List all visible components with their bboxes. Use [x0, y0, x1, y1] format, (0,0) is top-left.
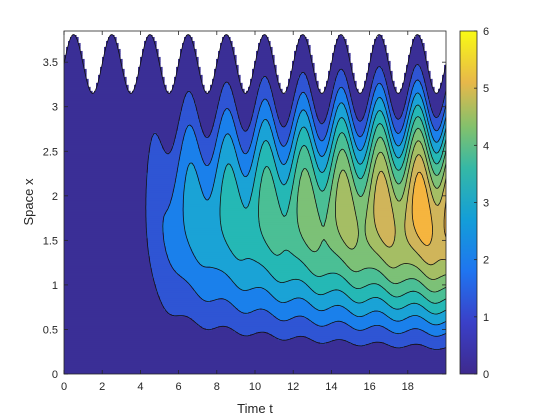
colorbar-tick-label: 0: [483, 369, 489, 381]
x-axis-ticks: 0 2 4 6 8 10 12 14 16 18: [61, 31, 414, 393]
contour-lines: [64, 34, 446, 350]
colorbar-tick-label: 1: [483, 312, 489, 324]
contour-line: [219, 104, 446, 315]
y-tick-label: 0: [52, 369, 58, 381]
x-tick-label: 16: [363, 381, 375, 393]
x-tick-label: 4: [137, 381, 143, 393]
y-tick-label: 0.5: [43, 324, 58, 336]
contour-line: [411, 171, 446, 246]
y-tick-label: 3.5: [43, 57, 58, 69]
contour-line: [182, 92, 446, 326]
colorbar-tick-label: 5: [483, 83, 489, 95]
colorbar-tick-label: 6: [483, 26, 489, 38]
colorbar: [460, 31, 477, 374]
x-axis-label: Time t: [237, 401, 273, 416]
y-tick-label: 1.5: [43, 235, 58, 247]
colorbar-tick-label: 2: [483, 255, 489, 267]
y-tick-label: 1: [52, 280, 58, 292]
contour-line: [373, 154, 446, 266]
x-tick-label: 12: [287, 381, 299, 393]
contour-fill: [64, 34, 446, 374]
x-tick-label: 8: [214, 381, 220, 393]
colorbar-ticks: 0 1 2 3 4 5 6: [474, 26, 489, 381]
x-tick-label: 2: [99, 381, 105, 393]
x-tick-label: 10: [249, 381, 261, 393]
contour-line: [145, 64, 446, 350]
y-tick-label: 2: [52, 191, 58, 203]
x-tick-label: 0: [61, 381, 67, 393]
y-tick-label: 3: [52, 102, 58, 114]
y-axis-ticks: 0 0.5 1 1.5 2 2.5 3 3.5: [43, 57, 446, 381]
x-tick-label: 6: [176, 381, 182, 393]
domain-boundary-line: [64, 34, 446, 94]
contour-line: [258, 116, 446, 304]
x-tick-label: 14: [325, 381, 337, 393]
contour-line: [335, 140, 446, 280]
y-tick-label: 2.5: [43, 146, 58, 158]
y-axis-label: Space x: [21, 178, 36, 225]
contour-line: [162, 79, 446, 337]
x-tick-label: 18: [402, 381, 414, 393]
contour-line: [296, 127, 446, 293]
colorbar-tick-label: 3: [483, 198, 489, 210]
colorbar-tick-label: 4: [483, 140, 489, 152]
